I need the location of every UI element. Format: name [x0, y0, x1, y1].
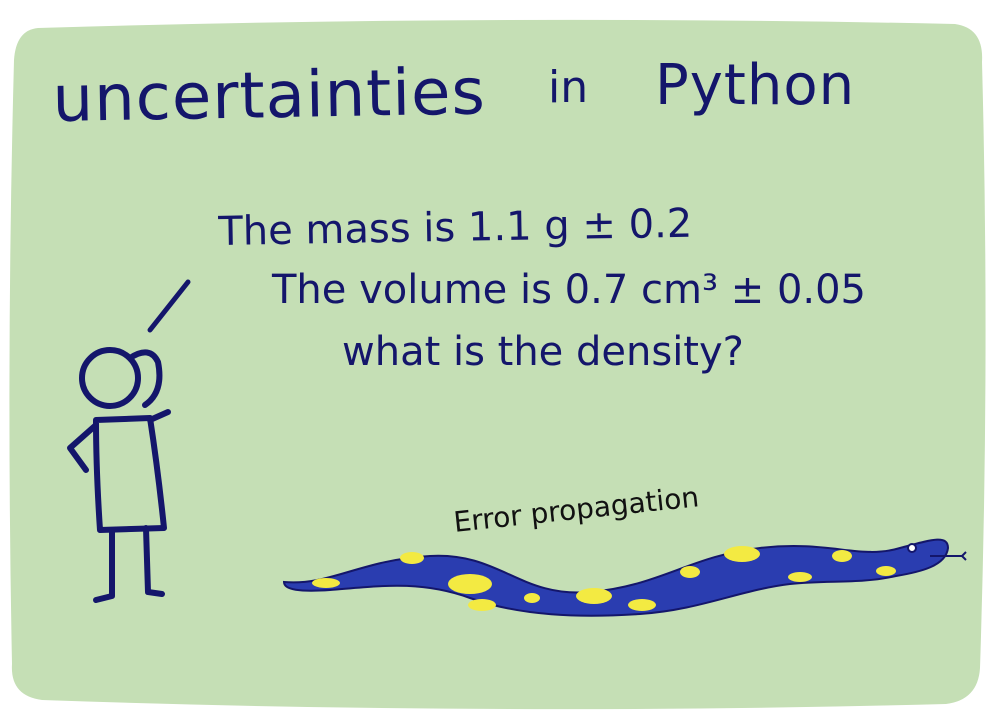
speech-line-mass: The mass is 1.1 g ± 0.2: [217, 200, 693, 255]
comic-title-in: in: [548, 62, 589, 113]
comic-title: uncertainties: [51, 55, 487, 137]
speech-line-question: what is the density?: [342, 329, 744, 375]
speech-line-volume: The volume is 0.7 cm³ ± 0.05: [272, 267, 867, 313]
comic-title-python: Python: [655, 53, 856, 118]
